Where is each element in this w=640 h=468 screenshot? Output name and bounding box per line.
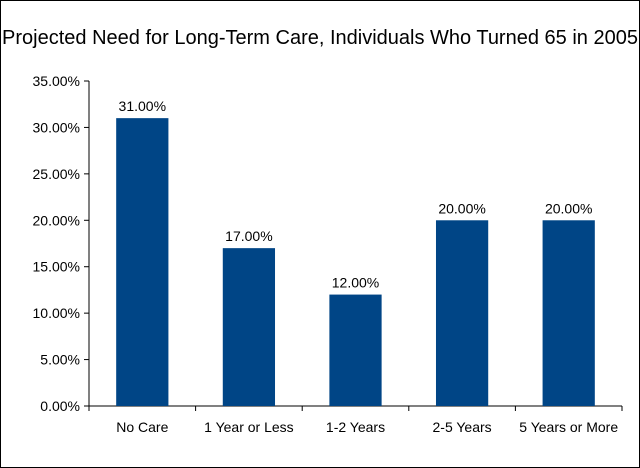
y-tick-label: 0.00% xyxy=(40,398,80,414)
bar xyxy=(116,118,169,407)
bar xyxy=(329,294,382,406)
y-tick-label: 35.00% xyxy=(33,73,80,89)
y-tick-label: 20.00% xyxy=(33,212,80,228)
x-tick-label: 5 Years or More xyxy=(519,419,618,435)
bar-value-label: 31.00% xyxy=(119,98,166,114)
y-axis-ticks: 0.00% 5.00% 10.00% 15.00% 20.00% 25.00% 30.00%… xyxy=(33,73,89,414)
bar-value-label: 20.00% xyxy=(545,200,592,216)
bar-value-label: 20.00% xyxy=(438,200,485,216)
bars xyxy=(116,118,595,407)
data-labels: 31.00% 17.00% 12.00% 20.00% 20.00% xyxy=(119,98,593,290)
y-tick-label: 15.00% xyxy=(33,259,80,275)
x-axis-labels: No Care 1 Year or Less 1-2 Years 2-5 Years 5… xyxy=(116,419,618,435)
bar-value-label: 12.00% xyxy=(332,275,379,291)
bar xyxy=(435,220,489,406)
y-tick-label: 25.00% xyxy=(33,166,80,182)
y-tick-label: 5.00% xyxy=(40,352,80,368)
y-tick-label: 10.00% xyxy=(33,305,80,321)
y-tick-label: 30.00% xyxy=(33,119,80,135)
chart-title: Projected Need for Long-Term Care, Indiv… xyxy=(2,27,638,49)
x-tick-label: No Care xyxy=(116,419,168,435)
bar xyxy=(222,248,276,406)
bar xyxy=(542,220,595,406)
x-tick-label: 1 Year or Less xyxy=(204,419,294,435)
x-tick-label: 2-5 Years xyxy=(433,419,492,435)
bar-value-label: 17.00% xyxy=(225,228,272,244)
x-tick-label: 1-2 Years xyxy=(326,419,385,435)
